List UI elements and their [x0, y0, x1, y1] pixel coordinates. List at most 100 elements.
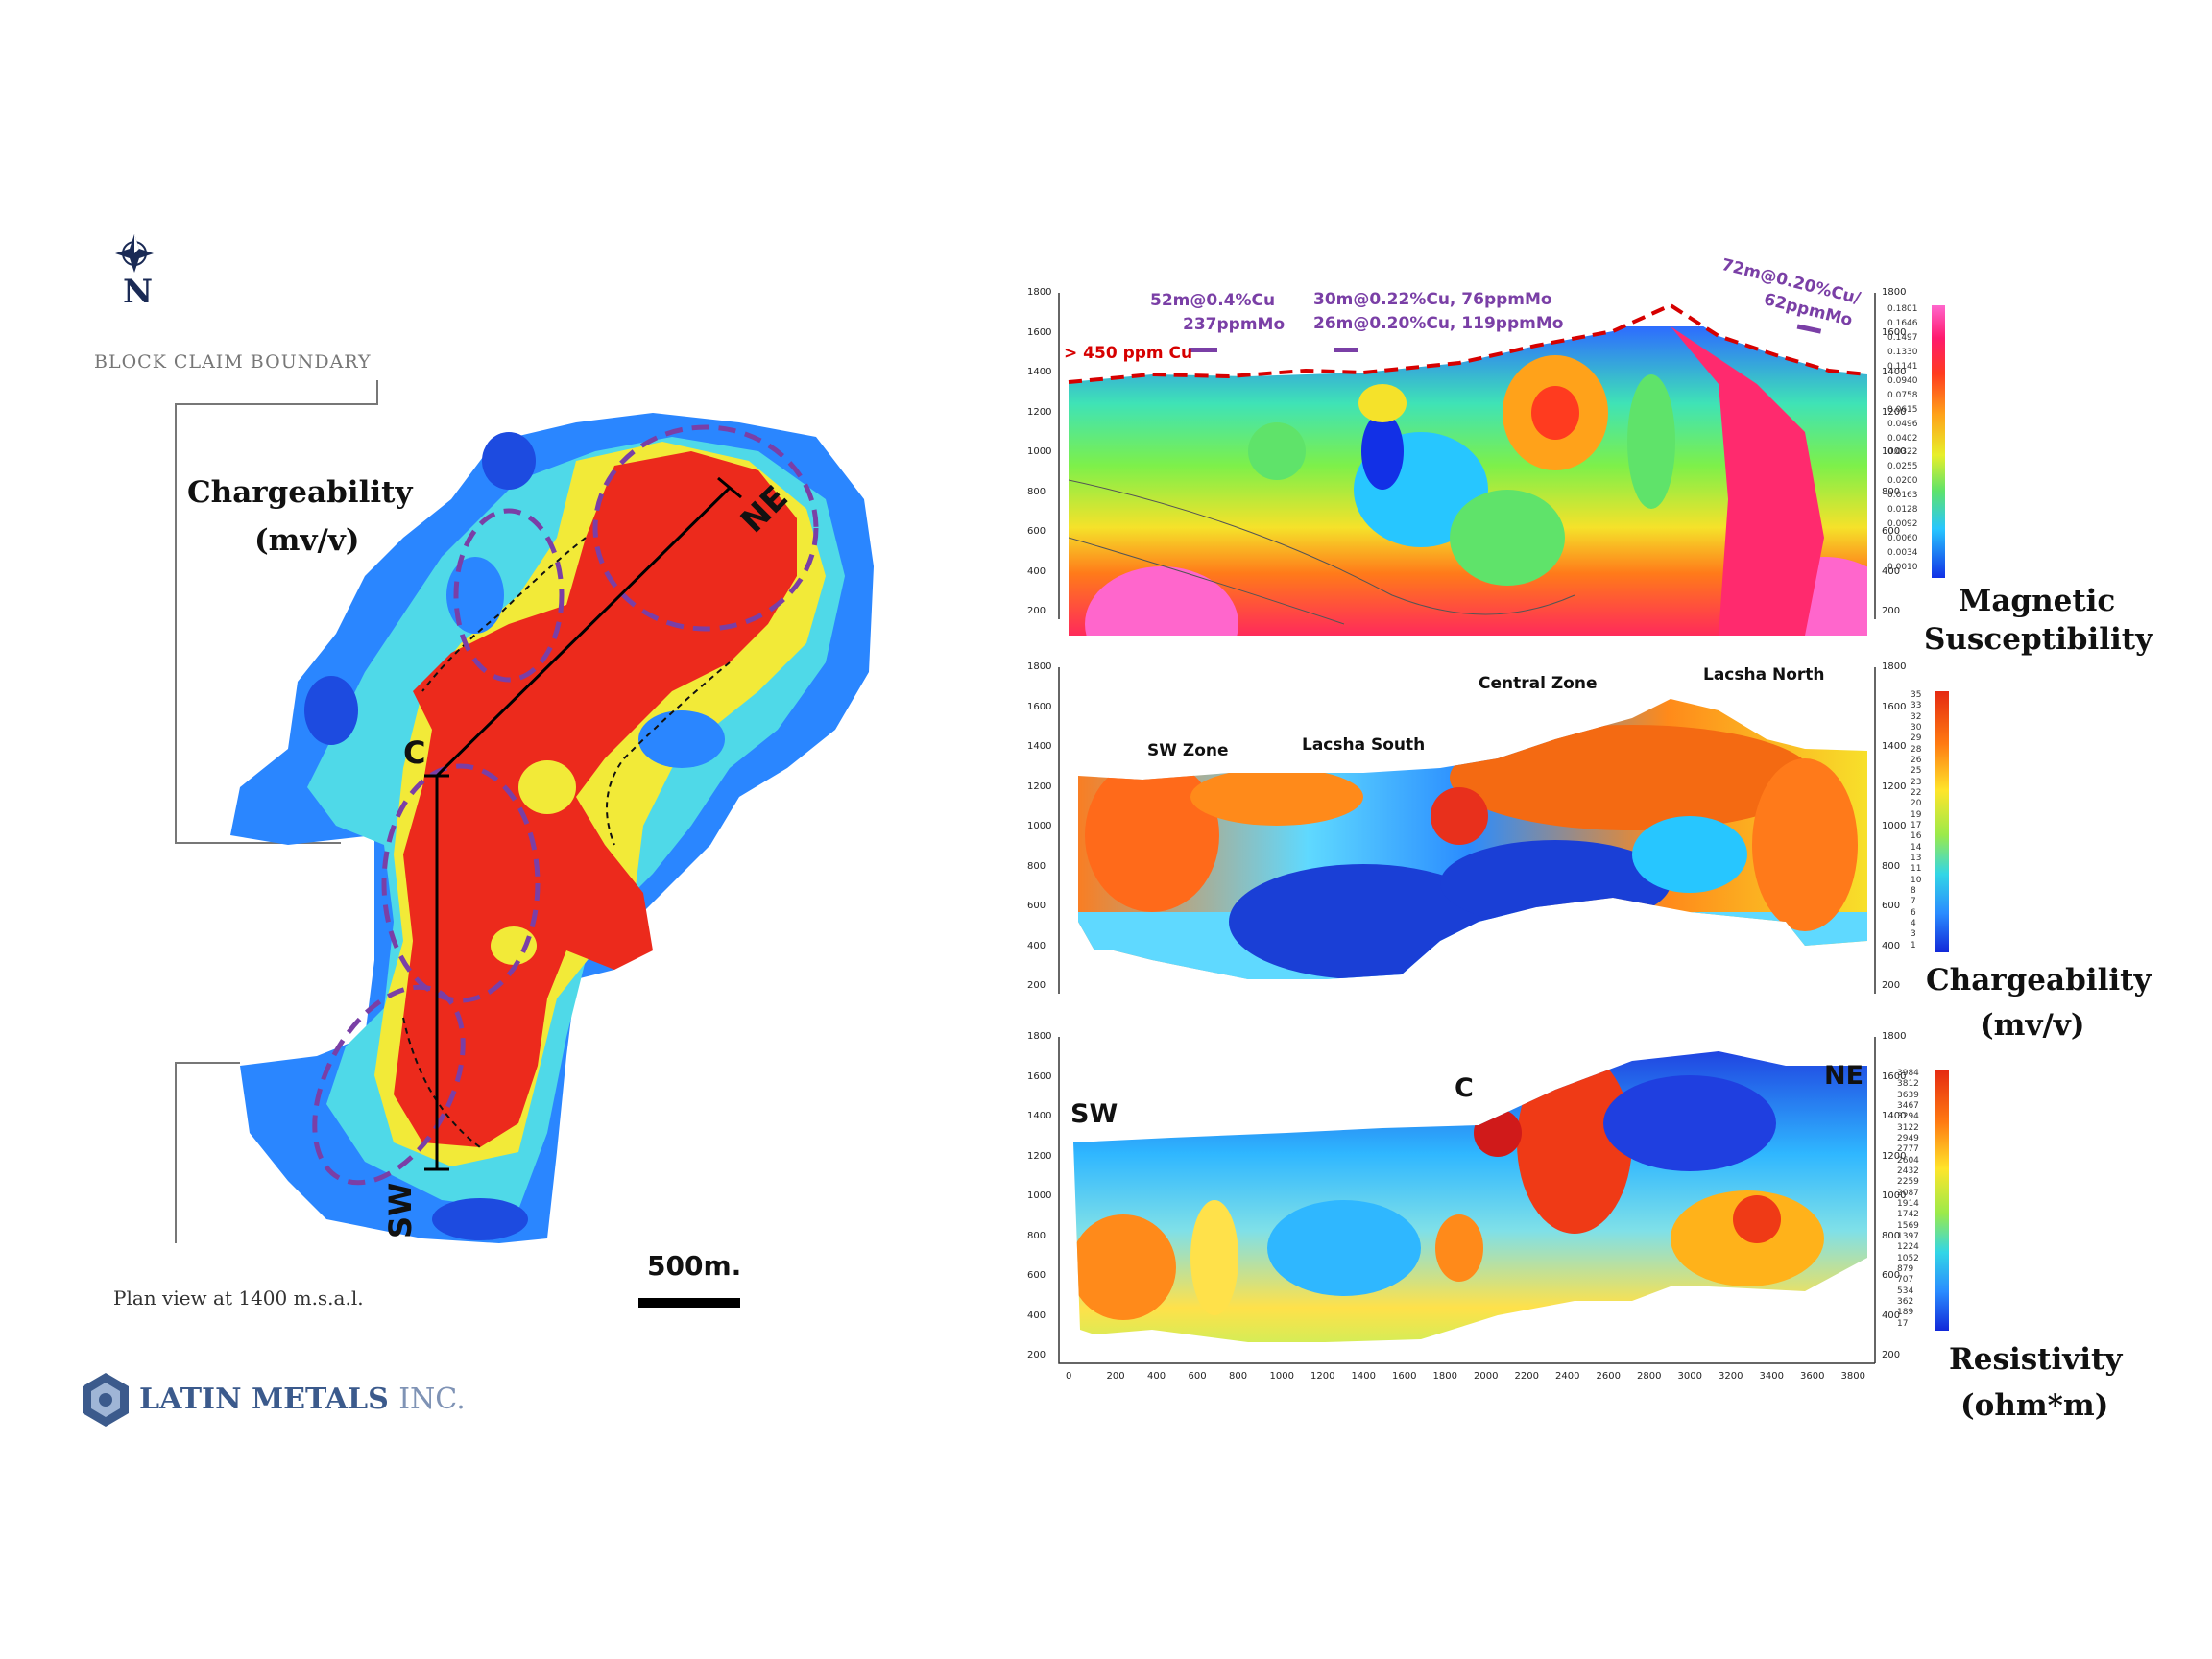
resistivity-y-tick-right: 400	[1882, 1310, 1901, 1321]
res-x-tick: 3200	[1719, 1371, 1743, 1382]
resistivity-y-tick-right: 1800	[1882, 1031, 1907, 1042]
chargeability-y-tick-left: 800	[1027, 860, 1046, 872]
magnetic-y-tick-right: 400	[1882, 565, 1901, 577]
map-blue-island	[482, 432, 536, 490]
magnetic-legend-value: 0.0758	[1887, 390, 1918, 400]
chargeability-legend-value: 17	[1911, 821, 1922, 830]
chargeability-legend-value: 35	[1911, 690, 1922, 700]
resistivity-section	[1073, 1051, 1949, 1342]
map-yellow-island	[518, 760, 576, 814]
chargeability-legend-value: 20	[1911, 799, 1922, 809]
map-red-anomaly	[394, 451, 797, 1147]
chargeability-legend-value: 25	[1911, 766, 1922, 777]
resistivity-legend-value: 3812	[1897, 1079, 1919, 1090]
company-logo-icon	[83, 1373, 129, 1427]
magnetic-legend-value: 0.0255	[1887, 462, 1918, 472]
magnetic-legend-value: 0.0034	[1887, 548, 1918, 559]
intercept-bar	[1334, 348, 1358, 352]
magnetic-legend-value: 0.0163	[1887, 491, 1918, 501]
intercept-2-line2: 26m@0.20%Cu, 119ppmMo	[1313, 314, 1564, 333]
magnetic-legend-value: 0.1801	[1887, 304, 1918, 314]
chargeability-legend-value: 4	[1911, 919, 1916, 928]
chargeability-legend-value: 6	[1911, 907, 1916, 918]
contour-line	[402, 1017, 481, 1148]
map-title-units: (mv/v)	[254, 523, 360, 558]
map-blue-island	[446, 557, 504, 634]
magnetic-legend-value: 0.1646	[1887, 318, 1918, 328]
intercept-bar	[1796, 324, 1822, 334]
chargeability-legend-value: 1	[1911, 940, 1916, 950]
magnetic-y-tick-left: 800	[1027, 486, 1046, 497]
res-x-tick: 1200	[1310, 1371, 1335, 1382]
chargeability-legend-value: 8	[1911, 886, 1916, 896]
target-ellipse-central	[381, 763, 541, 1003]
chargeability-y-tick-left: 1000	[1027, 821, 1052, 831]
resistivity-y-tick-left: 800	[1027, 1230, 1046, 1241]
magnetic-y-tick-left: 1200	[1027, 406, 1052, 418]
company-name-text: LATIN METALS	[139, 1382, 389, 1416]
resistivity-y-tick-left: 1200	[1027, 1150, 1052, 1162]
chargeability-legend-title: Chargeability	[1926, 963, 2152, 998]
chargeability-legend-bar	[1936, 691, 1949, 952]
chargeability-legend-units: (mv/v)	[1980, 1008, 2085, 1043]
resistivity-legend-value: 1569	[1897, 1220, 1919, 1231]
res-x-tick: 600	[1188, 1371, 1207, 1382]
resistivity-legend-value: 3122	[1897, 1122, 1919, 1133]
chargeability-legend-value: 14	[1911, 842, 1922, 853]
magnetic-y-tick-left: 1400	[1027, 367, 1052, 377]
magnetic-legend-value: 0.1497	[1887, 332, 1918, 343]
chargeability-legend-value: 16	[1911, 831, 1922, 842]
resistivity-legend-value: 17	[1897, 1318, 1909, 1329]
magnetic-legend-title: Magnetic	[1959, 584, 2116, 618]
resistivity-y-tick-right: 800	[1882, 1230, 1901, 1241]
map-blue-island	[638, 710, 725, 768]
chargeability-y-tick-left: 400	[1027, 940, 1046, 951]
resistivity-y-tick-left: 1800	[1027, 1031, 1052, 1042]
magnetic-y-tick-left: 1600	[1027, 326, 1052, 338]
resistivity-legend-value: 1742	[1897, 1210, 1919, 1220]
resistivity-legend-value: 3467	[1897, 1101, 1919, 1111]
magnetic-y-tick-left: 400	[1027, 565, 1046, 577]
resistivity-y-tick-right: 1200	[1882, 1150, 1907, 1162]
resistivity-y-tick-right: 1400	[1882, 1111, 1907, 1121]
cu-threshold-label: > 450 ppm Cu	[1064, 344, 1193, 363]
resistivity-y-tick-left: 1400	[1027, 1111, 1052, 1121]
chargeability-y-tick-left: 1400	[1027, 741, 1052, 752]
intercept-1-line2: 237ppmMo	[1183, 315, 1286, 334]
chargeability-legend-value: 23	[1911, 777, 1922, 787]
zone-central: Central Zone	[1479, 674, 1598, 693]
target-ellipse-sw	[312, 984, 466, 1186]
magnetic-section	[1068, 302, 1945, 636]
section-label-sw: SW	[382, 1182, 419, 1238]
map-blue-island	[304, 676, 358, 745]
section-axes	[1058, 293, 1876, 1364]
chargeability-y-tick-right: 800	[1882, 860, 1901, 872]
chargeability-y-tick-right: 1200	[1882, 781, 1907, 792]
map-title: Chargeability	[187, 475, 413, 510]
company-suffix: INC.	[398, 1382, 466, 1416]
resistivity-legend-value: 1914	[1897, 1199, 1919, 1209]
magnetic-legend-value: 0.0496	[1887, 419, 1918, 429]
chargeability-legend-value: 32	[1911, 711, 1922, 722]
magnetic-legend-value: 0.0200	[1887, 476, 1918, 487]
resistivity-legend-value: 3639	[1897, 1090, 1919, 1100]
chargeability-y-tick-left: 1200	[1027, 781, 1052, 792]
res-x-tick: 2800	[1637, 1371, 1662, 1382]
block-claim-boundary-line-lower	[175, 1062, 240, 1243]
chargeability-legend-value: 26	[1911, 756, 1922, 765]
target-ellipse-ne	[592, 424, 819, 632]
section-line-ticks	[424, 476, 742, 1171]
resistivity-legend-value: 1052	[1897, 1253, 1919, 1263]
magnetic-y-tick-left: 200	[1027, 606, 1046, 616]
resistivity-legend-value: 2432	[1897, 1166, 1919, 1176]
magnetic-legend-value: 0.0940	[1887, 375, 1918, 386]
resistivity-y-tick-left: 200	[1027, 1350, 1046, 1360]
resistivity-legend-units: (ohm*m)	[1960, 1388, 2109, 1423]
res-x-tick: 2200	[1514, 1371, 1539, 1382]
res-x-tick: 400	[1147, 1371, 1166, 1382]
resistivity-y-tick-left: 400	[1027, 1310, 1046, 1321]
magnetic-y-tick-right: 1400	[1882, 367, 1907, 377]
magnetic-y-tick-left: 600	[1027, 526, 1046, 537]
resistivity-y-tick-right: 1600	[1882, 1070, 1907, 1082]
scale-label: 500m.	[647, 1250, 742, 1282]
